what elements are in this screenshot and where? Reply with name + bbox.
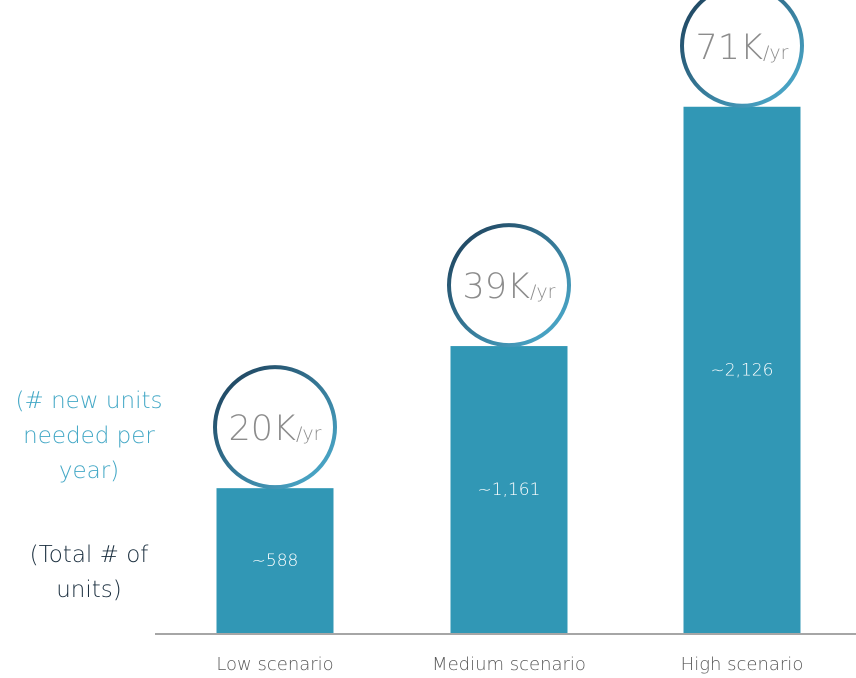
annual-rate-circle: [213, 365, 337, 490]
category-label: High scenario: [681, 654, 804, 675]
annual-rate-label: 71K/yr: [696, 28, 789, 68]
total-units-label: (Total # of units): [29, 542, 149, 603]
bar-value-label: ~2,126: [711, 360, 774, 380]
annual-rate-circle: [447, 223, 571, 348]
annual-rate-circle: [680, 0, 804, 108]
bar-value-label: ~588: [252, 551, 299, 571]
annual-units-label: (# new units needed per year): [15, 388, 163, 484]
bar-high-scenario: [683, 106, 801, 634]
category-label: Medium scenario: [432, 654, 586, 675]
labels-layer: ~588 20K/yr Low scenario ~1,161 39K/yr Medium…: [213, 0, 804, 675]
annual-rate-label: 20K/yr: [229, 409, 322, 449]
bar-medium-scenario: [450, 346, 568, 634]
bars-layer: [216, 106, 801, 634]
category-label: Low scenario: [216, 654, 333, 675]
bar-value-label: ~1,161: [478, 480, 541, 500]
bar-low-scenario: [216, 488, 334, 634]
annual-rate-label: 39K/yr: [463, 267, 556, 307]
